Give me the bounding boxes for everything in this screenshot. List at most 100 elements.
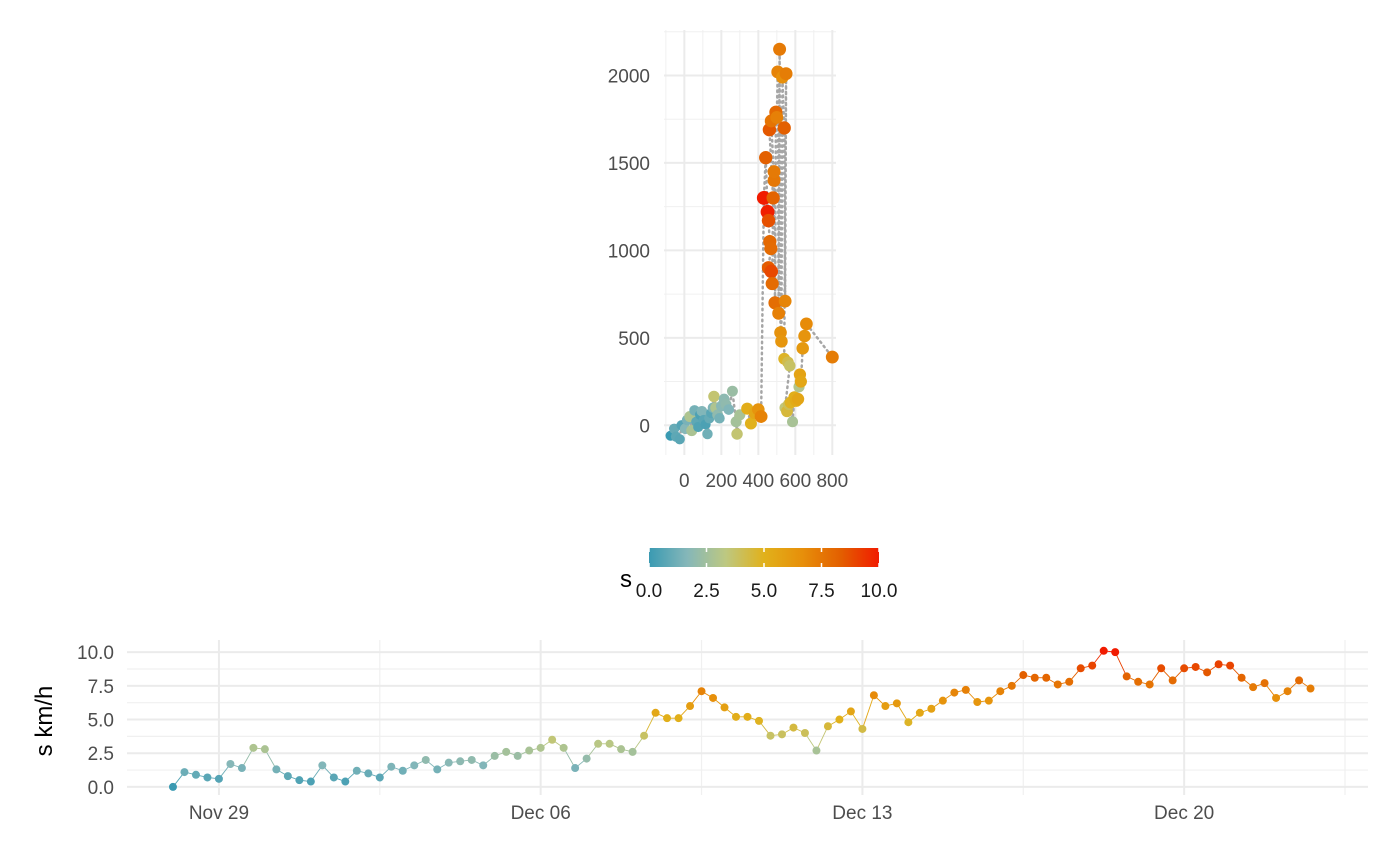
scatter-y-tick-label: 2000	[608, 66, 650, 87]
line-point	[1076, 664, 1085, 673]
line-point	[1272, 693, 1281, 702]
line-segment	[816, 726, 829, 751]
scatter-x-tick-label: 400	[742, 471, 774, 492]
scatter-point	[765, 277, 779, 291]
line-point	[961, 685, 970, 694]
scatter-y-tick-label: 1500	[608, 154, 650, 175]
line-point	[858, 724, 867, 733]
colorbar	[649, 548, 879, 567]
line-segment	[861, 695, 875, 730]
legend-title: s	[620, 566, 632, 593]
line-point	[732, 712, 741, 721]
scatter-x-ticks: 0 200 400 600 800	[679, 471, 848, 492]
line-point	[168, 782, 177, 791]
scatter-point	[773, 42, 787, 56]
line-point	[295, 776, 304, 785]
line-point	[904, 718, 913, 727]
scatter-point	[794, 375, 807, 388]
line-point	[766, 731, 775, 740]
scatter-point	[764, 242, 778, 256]
colorbar-tick-label: 5.0	[751, 581, 777, 602]
line-point	[387, 762, 396, 771]
colorbar-tick-label: 10.0	[861, 581, 898, 602]
line-point	[249, 743, 258, 752]
line-point	[800, 729, 809, 737]
line-point	[973, 698, 982, 706]
line-point	[1249, 683, 1258, 692]
line-point	[1088, 661, 1097, 670]
line-point	[203, 773, 212, 782]
line-point	[938, 696, 947, 705]
line-point	[651, 708, 660, 717]
line-y-ticks: 0.0 2.5 5.0 7.5 10.0	[77, 643, 114, 799]
line-point	[869, 691, 878, 700]
line-point	[1306, 684, 1315, 693]
scatter-y-tick-label: 500	[618, 329, 650, 350]
line-point	[1203, 668, 1212, 677]
line-grid	[127, 640, 1368, 795]
scatter-path	[669, 49, 834, 442]
scatter-point	[766, 191, 780, 205]
line-point	[1111, 648, 1120, 657]
line-point	[329, 773, 338, 782]
line-point	[1180, 664, 1189, 673]
scatter-x-tick-label: 800	[816, 471, 848, 492]
line-x-tick-label: Dec 13	[832, 803, 892, 824]
line-point	[709, 693, 718, 702]
line-point	[640, 731, 649, 740]
scatter-point	[770, 111, 784, 124]
line-point	[1053, 680, 1062, 689]
line-point	[364, 769, 373, 778]
scatter-point	[754, 410, 768, 423]
line-point	[582, 754, 591, 763]
line-point	[479, 761, 488, 770]
scatter-point	[772, 306, 786, 320]
line-point	[984, 696, 993, 705]
line-point	[502, 747, 511, 756]
line-point	[559, 743, 568, 752]
line-point	[812, 746, 821, 755]
scatter-point	[779, 67, 793, 81]
line-point	[318, 761, 327, 770]
line-point	[663, 714, 672, 723]
line-panel: Nov 29 Dec 06 Dec 13 Dec 20 0.0 2.5 5.0 7.5 10.…	[31, 640, 1368, 824]
line-point	[341, 777, 350, 786]
line-y-tick-label: 7.5	[88, 677, 114, 698]
line-point	[513, 751, 522, 760]
line-x-ticks: Nov 29 Dec 06 Dec 13 Dec 20	[189, 803, 1214, 824]
line-point	[421, 755, 430, 764]
line-point	[881, 702, 890, 711]
line-point	[398, 766, 407, 775]
scatter-y-tick-label: 1000	[608, 241, 650, 262]
line-point	[375, 773, 384, 782]
line-point	[548, 735, 557, 744]
line-y-tick-label: 0.0	[88, 778, 114, 799]
scatter-point	[778, 294, 792, 308]
line-point	[352, 766, 361, 775]
scatter-panel: 0 200 400 600 800 0 500 1000 1500 2000	[608, 30, 848, 492]
scatter-point	[674, 434, 685, 445]
scatter-point	[696, 405, 708, 417]
scatter-trajectory	[669, 49, 834, 442]
line-point	[490, 751, 499, 760]
line-point	[237, 764, 246, 773]
scatter-point	[775, 335, 788, 348]
line-point	[846, 707, 855, 716]
line-point	[892, 699, 901, 708]
line-point	[306, 777, 315, 786]
line-point	[915, 708, 924, 717]
line-point	[1099, 646, 1108, 655]
scatter-point	[791, 392, 805, 406]
scatter-point	[784, 360, 796, 372]
scatter-point	[761, 213, 776, 228]
line-point	[823, 722, 832, 731]
line-point	[283, 772, 292, 781]
line-x-tick-label: Dec 20	[1154, 803, 1214, 824]
line-point	[1134, 677, 1143, 686]
scatter-point	[768, 296, 782, 310]
colorbar-tick-label: 7.5	[808, 581, 834, 602]
scatter-point	[744, 417, 757, 430]
line-point	[456, 757, 465, 766]
line-point	[674, 714, 683, 723]
